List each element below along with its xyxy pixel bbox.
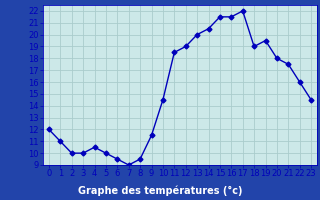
Text: Graphe des températures (°c): Graphe des températures (°c) <box>78 186 242 196</box>
